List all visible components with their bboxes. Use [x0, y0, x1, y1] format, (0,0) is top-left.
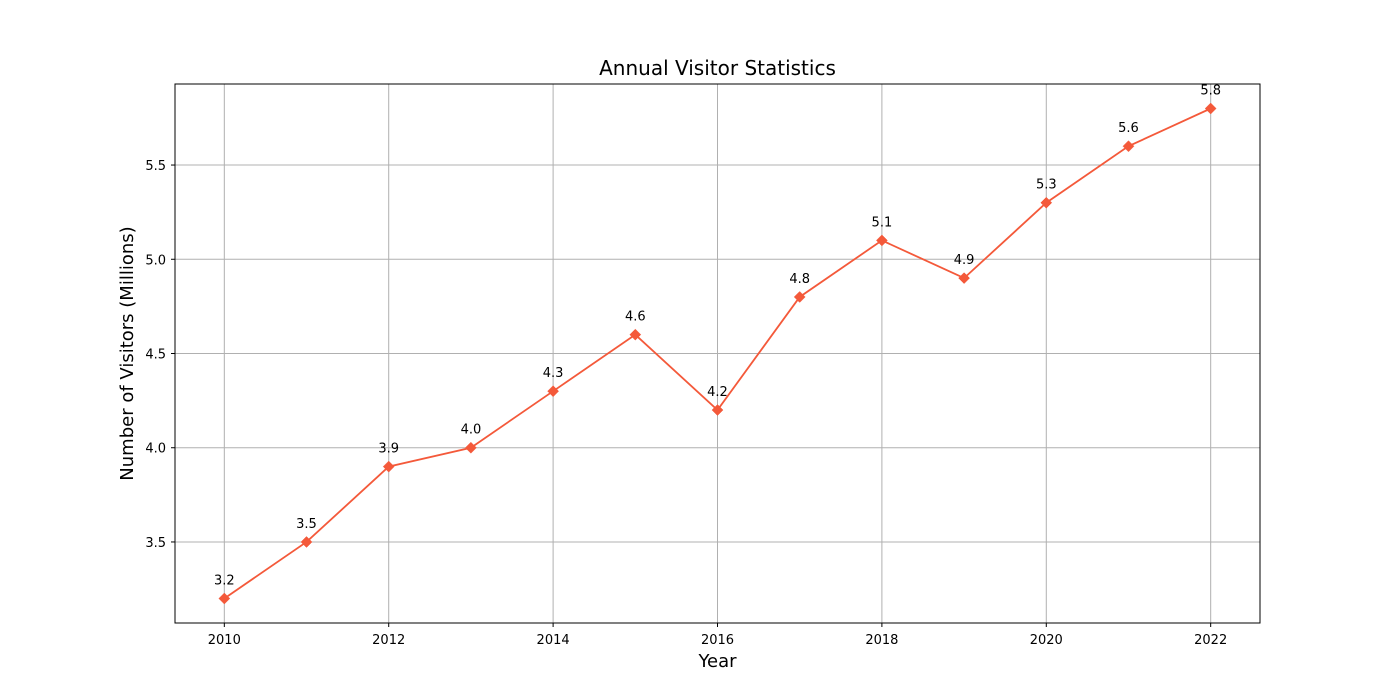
- y-tick-label: 5.0: [145, 253, 166, 268]
- x-tick-label: 2022: [1194, 633, 1227, 648]
- data-value-label: 5.6: [1118, 121, 1139, 136]
- x-axis-label: Year: [697, 651, 737, 672]
- x-tick-label: 2010: [208, 633, 241, 648]
- data-point-marker: [1122, 140, 1135, 153]
- grid-lines: [175, 84, 1260, 623]
- y-tick-label: 4.5: [145, 348, 166, 363]
- data-point-marker: [465, 441, 477, 454]
- data-point-marker: [711, 404, 724, 416]
- data-point-marker: [547, 385, 559, 398]
- data-value-label: 4.8: [789, 272, 810, 287]
- data-point-marker: [1040, 196, 1053, 209]
- x-tick-label: 2014: [537, 633, 570, 648]
- data-point-marker: [629, 328, 642, 341]
- data-value-label: 3.5: [296, 517, 317, 532]
- data-value-label: 4.0: [461, 423, 482, 438]
- data-value-label: 4.6: [625, 310, 646, 325]
- data-value-label: 3.2: [214, 574, 235, 589]
- data-point-marker: [1204, 102, 1217, 115]
- x-tick-label: 2012: [372, 633, 405, 648]
- x-tick-label: 2020: [1030, 633, 1063, 648]
- data-value-label: 4.9: [954, 253, 975, 268]
- x-tick-label: 2018: [865, 633, 898, 648]
- data-value-label: 4.3: [543, 366, 564, 381]
- x-tick-label: 2016: [701, 633, 734, 648]
- data-point-marker: [876, 234, 888, 247]
- data-value-label: 5.3: [1036, 178, 1057, 193]
- data-value-label: 5.1: [872, 215, 893, 230]
- y-axis-label: Number of Visitors (Millions): [117, 226, 138, 480]
- data-point-marker: [382, 460, 395, 473]
- data-labels: 3.2 3.5 3.9 4.0 4.3 4.6 4.2 4.8 5.1 4.9 5.3 5.6 5.8: [214, 84, 1221, 589]
- data-point-marker: [793, 291, 806, 303]
- y-tick-label: 4.0: [145, 442, 166, 457]
- data-point-marker: [300, 536, 313, 548]
- chart-title: Annual Visitor Statistics: [599, 56, 836, 80]
- data-value-label: 3.9: [378, 442, 399, 457]
- y-axis-ticks: 3.5 4.0 4.5 5.0 5.5: [145, 159, 175, 551]
- x-axis-ticks: 2010 2012 2014 2016 2018 2020 2022: [208, 623, 1227, 648]
- data-value-label: 5.8: [1200, 84, 1221, 99]
- data-value-label: 4.2: [707, 385, 728, 400]
- data-point-marker: [218, 592, 231, 605]
- y-tick-label: 3.5: [145, 536, 166, 551]
- y-tick-label: 5.5: [145, 159, 166, 174]
- data-point-marker: [958, 272, 970, 284]
- series-visitors: [218, 102, 1217, 605]
